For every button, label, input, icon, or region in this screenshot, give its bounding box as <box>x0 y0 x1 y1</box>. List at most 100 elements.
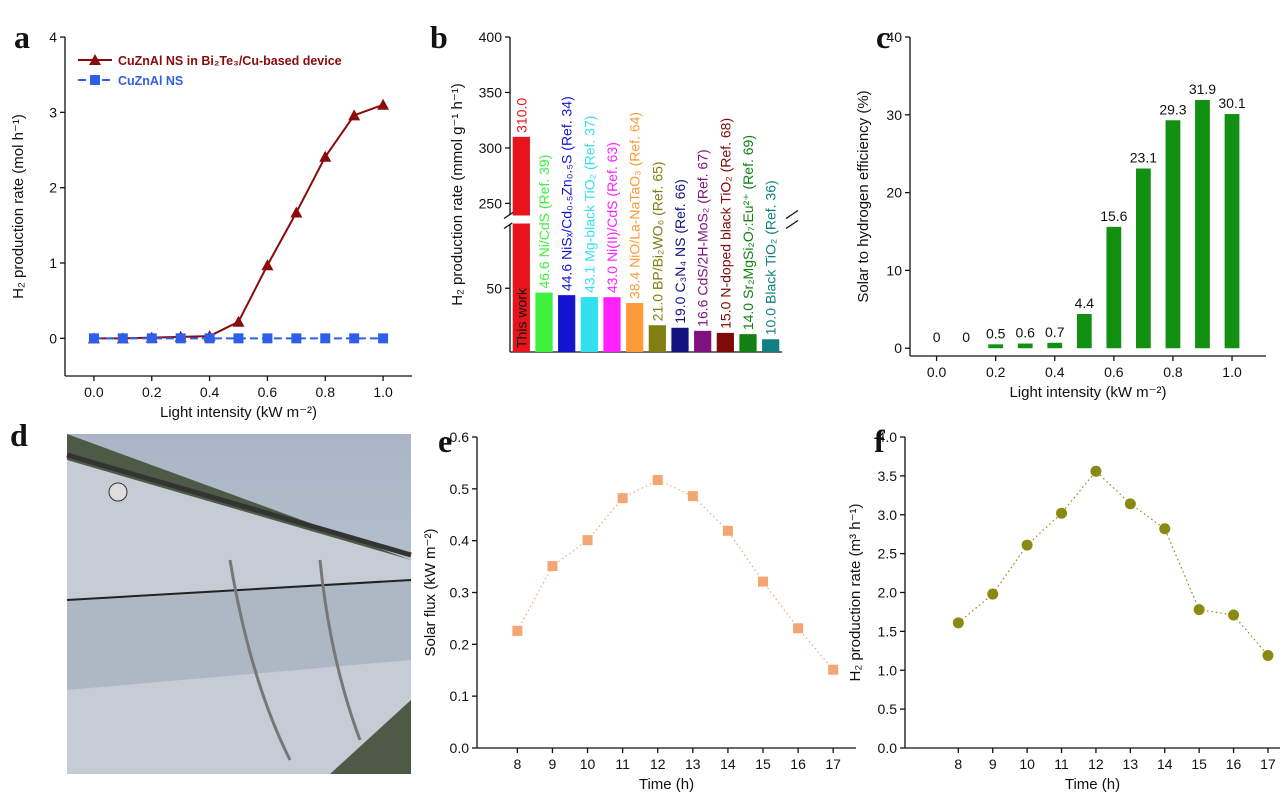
bar-value-label: 0.6 <box>1015 325 1035 341</box>
panel-letter: c <box>876 19 890 55</box>
panel-letter: a <box>14 19 30 55</box>
y-tick-label: 0.4 <box>450 533 470 549</box>
marker <box>952 617 964 629</box>
axis-break <box>785 219 799 230</box>
bar <box>1106 226 1122 349</box>
bar <box>988 344 1004 349</box>
marker <box>1262 649 1274 661</box>
marker <box>88 333 99 344</box>
bar-value-label: 0 <box>962 329 970 345</box>
y-tick-label: 4.0 <box>878 429 898 445</box>
marker <box>1159 523 1171 535</box>
bar-value-label: 31.9 <box>1189 81 1216 97</box>
y-tick-label: 2.5 <box>878 546 898 562</box>
x-tick-label: 15 <box>755 756 771 772</box>
y-tick-label: 0.5 <box>450 481 470 497</box>
y-tick-label: 3 <box>49 104 57 120</box>
y-tick-label: 400 <box>479 29 503 45</box>
bar <box>626 303 644 352</box>
x-tick-label: 14 <box>720 756 736 772</box>
bar-value-label: 10.0 <box>763 308 779 335</box>
x-axis-label: Light intensity (kW m⁻²) <box>1009 384 1166 401</box>
marker <box>1090 465 1102 477</box>
marker <box>758 576 769 587</box>
x-tick-label: 16 <box>1226 756 1242 772</box>
bar <box>1165 120 1181 349</box>
x-tick-label: 10 <box>1019 756 1035 772</box>
x-tick-label: 0.2 <box>142 384 162 400</box>
marker <box>793 623 804 634</box>
marker <box>1124 498 1136 510</box>
bar <box>671 327 689 352</box>
bar-value-label: 30.1 <box>1218 95 1245 111</box>
bar <box>1136 168 1151 349</box>
legend-label: CuZnAl NS in Bi₂Te₃/Cu-based device <box>118 54 342 68</box>
bar <box>1047 342 1063 349</box>
y-tick-label: 0.0 <box>878 740 898 756</box>
marker <box>232 315 245 327</box>
y-tick-label: 2 <box>49 180 57 196</box>
y-tick-label: 1 <box>49 255 57 271</box>
bar-category-label: Ni(II)/CdS (Ref. 63) <box>604 142 620 262</box>
y-axis-label: H₂ production rate (m³ h⁻¹) <box>847 504 864 682</box>
bar-category-label: Sr₂MgSi₂O₇:Eu²⁺ (Ref. 69) <box>740 135 756 299</box>
photo-pipe <box>66 452 412 558</box>
x-tick-label: 0.8 <box>316 384 336 400</box>
bar-category-label: NiO/La-NaTaO₃ (Ref. 64) <box>627 112 643 268</box>
x-tick-label: 1.0 <box>1222 364 1242 380</box>
bar-value-label: 46.6 <box>536 261 552 288</box>
bar <box>648 325 666 352</box>
bar <box>580 297 598 352</box>
marker <box>378 333 389 344</box>
bar <box>762 339 780 352</box>
x-tick-label: 0.4 <box>1045 364 1065 380</box>
marker <box>261 259 274 271</box>
y-tick-label: 250 <box>479 195 503 211</box>
x-tick-label: 0.0 <box>927 364 947 380</box>
bar <box>739 334 757 352</box>
y-axis-label: H₂ production rate (mmol g⁻¹ h⁻¹) <box>449 83 466 306</box>
y-axis-label: Solar to hydrogen efficiency (%) <box>855 90 872 302</box>
panel-letter: e <box>438 423 452 459</box>
x-tick-label: 11 <box>1054 756 1069 772</box>
marker <box>652 475 663 486</box>
y-tick-label: 0.6 <box>450 429 470 445</box>
marker <box>617 493 628 504</box>
bar-value-label: 0.7 <box>1045 324 1065 340</box>
bar-value-label: 15.6 <box>1100 208 1127 224</box>
x-tick-label: 15 <box>1191 756 1207 772</box>
bar-value-label: 310.0 <box>513 98 529 133</box>
bar-value-label: 38.4 <box>627 272 643 299</box>
bar-break-gap <box>512 215 531 224</box>
bar <box>1076 313 1092 349</box>
marker <box>987 588 999 600</box>
marker <box>722 525 733 536</box>
panel-letter: f <box>874 423 885 459</box>
bar <box>694 330 712 352</box>
y-tick-label: 30 <box>886 107 902 123</box>
marker <box>1021 539 1033 551</box>
photo-frame <box>228 559 362 761</box>
marker <box>319 150 332 162</box>
bar-value-label: 0.5 <box>986 325 1006 341</box>
marker <box>90 75 100 85</box>
x-tick-label: 0.8 <box>1163 364 1183 380</box>
x-tick-label: 14 <box>1157 756 1173 772</box>
x-tick-label: 8 <box>954 756 962 772</box>
x-tick-label: 0.6 <box>1104 364 1124 380</box>
y-tick-label: 350 <box>479 84 503 100</box>
x-tick-label: 17 <box>1260 756 1276 772</box>
photo-edge <box>66 579 412 601</box>
x-tick-label: 17 <box>825 756 841 772</box>
marker <box>204 333 215 344</box>
x-tick-label: 0.0 <box>84 384 104 400</box>
x-tick-label: 13 <box>1123 756 1139 772</box>
data-line <box>957 470 1269 656</box>
bar <box>558 295 576 352</box>
y-tick-label: 3.0 <box>878 507 898 523</box>
y-tick-label: 1.0 <box>878 662 898 678</box>
marker <box>89 54 101 65</box>
marker <box>291 333 302 344</box>
marker <box>377 98 390 110</box>
bar-value-label: 16.6 <box>695 299 711 326</box>
